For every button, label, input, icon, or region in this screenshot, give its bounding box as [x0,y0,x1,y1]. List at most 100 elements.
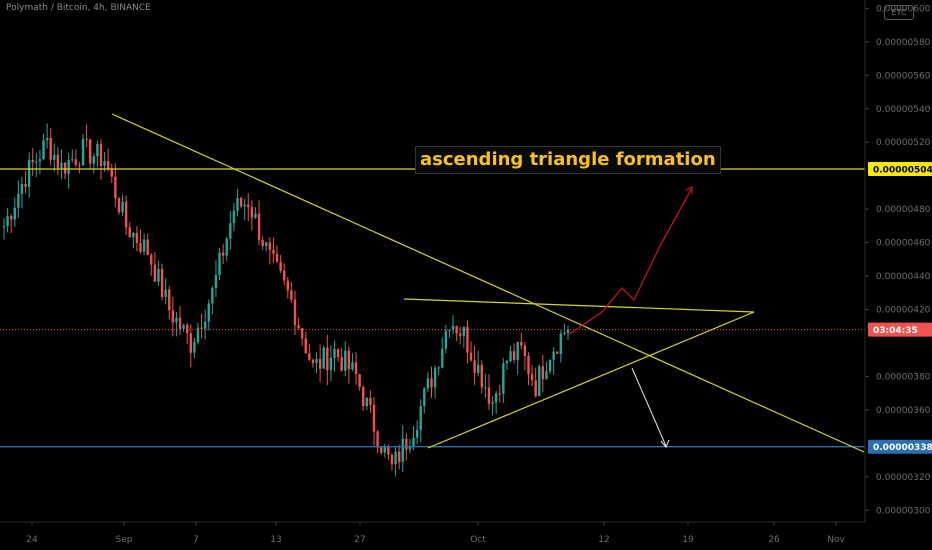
candle-body [261,239,264,246]
candle-body [117,198,121,213]
candle-body [139,242,142,252]
candle-body [196,327,200,343]
candle-body [27,159,31,187]
candle-body [354,362,358,375]
x-tick-label: 26 [768,535,780,545]
triangle-top-line [403,298,755,313]
candle-body [49,137,52,160]
candle-body [106,161,110,169]
x-tick-label: 19 [682,535,694,545]
candle-body [160,268,164,297]
candle-body [186,324,189,334]
candle-body [315,358,318,364]
candle-body [193,342,196,353]
candle-body [476,364,480,374]
candle-body [372,404,376,432]
candle-body [17,193,20,208]
candle-body [534,380,537,397]
scale-button[interactable]: ETC [884,5,914,20]
candle-body [225,238,228,256]
candle-body [300,328,304,339]
candle-body [491,402,494,404]
candle-body [81,138,85,166]
candle-body [480,364,483,388]
candle-body [444,330,448,349]
x-tick-label: Sep [116,535,133,545]
candle-body [376,431,379,448]
candle-body [250,207,254,218]
candle-body [247,204,250,208]
bearish-projection-arrow [631,367,667,447]
candle-body [63,162,67,174]
candle-body [135,232,139,243]
candle-body [268,242,272,250]
candle-body [390,454,394,465]
x-tick-label: 7 [193,535,199,545]
candle-body [311,359,315,364]
candle-body [430,378,433,388]
x-tick-label: Oct [470,535,486,545]
candle-body [103,161,106,166]
candle-body [516,341,519,360]
candle-body [433,368,437,388]
candle-body [74,159,78,165]
candle-body [178,317,182,329]
candle-body [347,350,351,370]
triangle-bottom-line [427,311,755,449]
y-tick-label: 0.00000380 [876,372,931,382]
candle-body [99,143,103,166]
candle-body [423,388,426,407]
candle-body [92,156,96,164]
candle-body [286,280,289,291]
candle-body [20,183,24,194]
x-axis[interactable]: 24 Sep 7 13 27 Oct 12 19 26 Nov [0,521,865,545]
countdown-price-label: 03:04:35 [873,326,918,336]
candlestick-series [2,123,570,477]
candle-body [498,393,501,395]
candle-body [114,176,117,199]
candle-body [229,223,232,239]
candle-body [121,201,124,213]
candle-body [203,321,207,329]
candle-body [257,213,261,240]
candle-body [142,239,146,252]
y-tick-label: 0.00000480 [876,205,931,215]
candle-body [243,204,246,207]
candle-body [157,268,160,282]
candle-body [556,351,559,354]
candle-body [96,143,99,157]
candle-body [221,252,225,256]
candle-body [469,352,473,361]
x-tick-label: Nov [827,535,845,545]
candle-body [566,329,570,333]
candle-body [351,362,354,370]
candle-body [150,254,153,265]
candle-body [153,264,157,282]
candle-body [124,201,128,228]
candle-body [275,253,279,262]
candle-body [128,227,131,238]
candle-body [358,374,361,388]
candle-body [283,270,286,281]
candle-body [441,348,444,368]
candle-body [164,289,167,297]
candle-body [290,290,293,300]
candle-body [559,333,563,354]
candle-body [171,310,175,323]
candle-body [279,261,282,271]
y-tick-label: 0.00000580 [876,38,931,48]
candle-body [548,359,552,372]
candle-body [189,333,193,353]
candle-body [523,345,527,356]
candle-body [56,154,60,169]
candle-body [232,210,236,224]
candle-body [45,137,49,141]
candle-body [473,360,476,374]
candle-body [466,326,469,353]
candle-body [42,140,45,160]
candle-body [415,429,419,438]
y-axis[interactable]: 0.00000600 0.00000580 0.00000560 0.00000540… [864,0,931,522]
candle-body [168,289,171,311]
candle-body [24,183,27,187]
